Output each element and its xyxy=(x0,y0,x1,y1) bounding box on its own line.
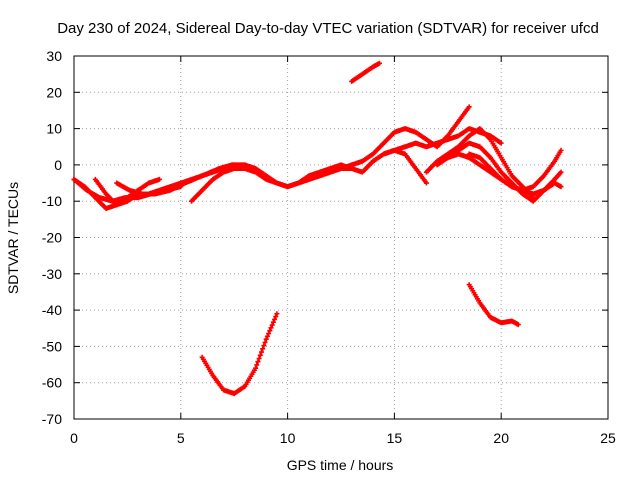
series-track-13 xyxy=(349,60,382,84)
y-axis-label: SDTVAR / TECUs xyxy=(5,182,21,294)
data-point xyxy=(254,362,260,368)
data-point xyxy=(264,333,270,339)
y-tick-label: -70 xyxy=(42,411,62,427)
data-point xyxy=(558,147,564,153)
data-point xyxy=(255,359,261,365)
y-tick-label: -30 xyxy=(42,266,62,282)
series-track-4 xyxy=(114,162,235,197)
data-point xyxy=(466,104,472,110)
data-point xyxy=(156,176,162,182)
data-point xyxy=(266,330,272,336)
chart-title: Day 230 of 2024, Sidereal Day-to-day VTE… xyxy=(57,20,599,37)
data-point xyxy=(253,365,259,371)
series-track-15 xyxy=(466,282,521,328)
data-point xyxy=(267,328,273,334)
data-point xyxy=(376,60,382,66)
y-tick-label: -10 xyxy=(42,193,62,209)
x-tick-label: 0 xyxy=(70,430,78,446)
data-marks xyxy=(71,60,564,397)
data-point xyxy=(558,169,564,175)
data-point xyxy=(274,311,280,317)
y-tick-label: -40 xyxy=(42,302,62,318)
y-tick-label: 30 xyxy=(46,48,62,64)
data-point xyxy=(498,140,504,146)
data-point xyxy=(268,325,274,331)
data-point xyxy=(257,352,263,358)
data-point xyxy=(273,314,279,320)
y-tick-label: -50 xyxy=(42,338,62,354)
y-tick-label: 20 xyxy=(46,84,62,100)
y-tick-label: 10 xyxy=(46,121,62,137)
axis-ticks: 0 5 10 15 20 25 -70 -60 -50 -40 -30 -20 -10 0 10 20 30 xyxy=(42,48,616,446)
series-track-8 xyxy=(381,147,429,186)
y-tick-label: -20 xyxy=(42,230,62,246)
data-point xyxy=(261,343,267,349)
series-track-7 xyxy=(295,104,472,186)
data-point xyxy=(270,319,276,325)
data-point xyxy=(263,336,269,342)
grid xyxy=(74,56,608,419)
data-point xyxy=(262,339,268,345)
data-point xyxy=(272,316,278,322)
series-track-14 xyxy=(199,311,280,397)
data-point xyxy=(515,322,521,328)
x-axis-label: GPS time / hours xyxy=(287,457,394,473)
x-tick-label: 5 xyxy=(177,430,185,446)
data-point xyxy=(260,346,266,352)
x-tick-label: 25 xyxy=(600,430,616,446)
data-point xyxy=(269,322,275,328)
series-track-12 xyxy=(466,151,564,197)
y-tick-label: 0 xyxy=(54,157,62,173)
data-point xyxy=(423,180,429,186)
x-tick-label: 15 xyxy=(387,430,403,446)
data-point xyxy=(256,356,262,361)
data-point xyxy=(258,349,264,355)
x-tick-label: 20 xyxy=(493,430,509,446)
y-tick-label: -60 xyxy=(42,375,62,391)
data-point xyxy=(558,184,564,190)
x-tick-label: 10 xyxy=(280,430,296,446)
